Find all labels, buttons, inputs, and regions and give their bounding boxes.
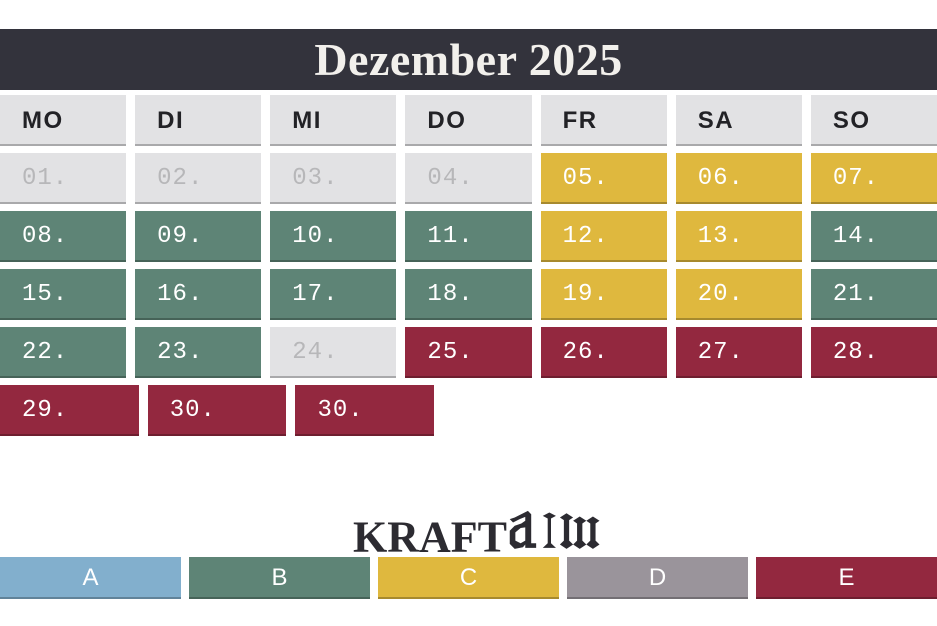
svg-text:KRAFT: KRAFT: [353, 513, 507, 562]
